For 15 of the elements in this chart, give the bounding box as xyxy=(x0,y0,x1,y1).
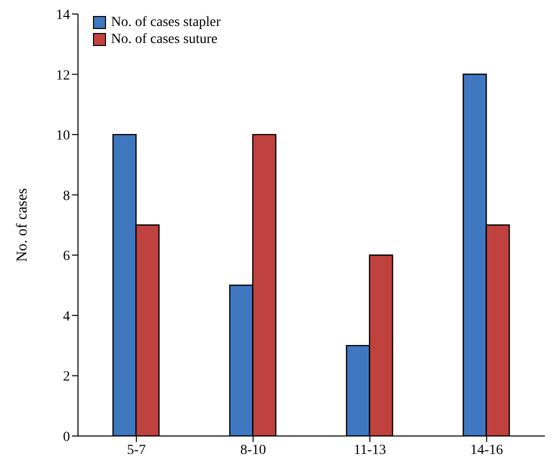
y-tick-label: 14 xyxy=(56,8,70,23)
y-tick-label: 12 xyxy=(56,68,70,84)
y-tick-label: 4 xyxy=(63,309,70,324)
legend-label: No. of cases suture xyxy=(111,31,218,48)
legend-label: No. of cases stapler xyxy=(111,14,221,31)
y-tick-label: 10 xyxy=(56,128,70,144)
x-tick-label: 8-10 xyxy=(240,442,266,458)
x-tick-label: 14-16 xyxy=(470,442,503,458)
y-tick-label: 6 xyxy=(63,249,70,264)
y-tick-label: 0 xyxy=(63,430,70,445)
y-axis-title: No. of cases xyxy=(14,188,30,262)
x-tick-label: 11-13 xyxy=(354,442,386,458)
x-tick-label: 5-7 xyxy=(127,442,146,458)
y-tick-label: 2 xyxy=(63,370,70,385)
y-tick-label: 8 xyxy=(63,188,70,204)
